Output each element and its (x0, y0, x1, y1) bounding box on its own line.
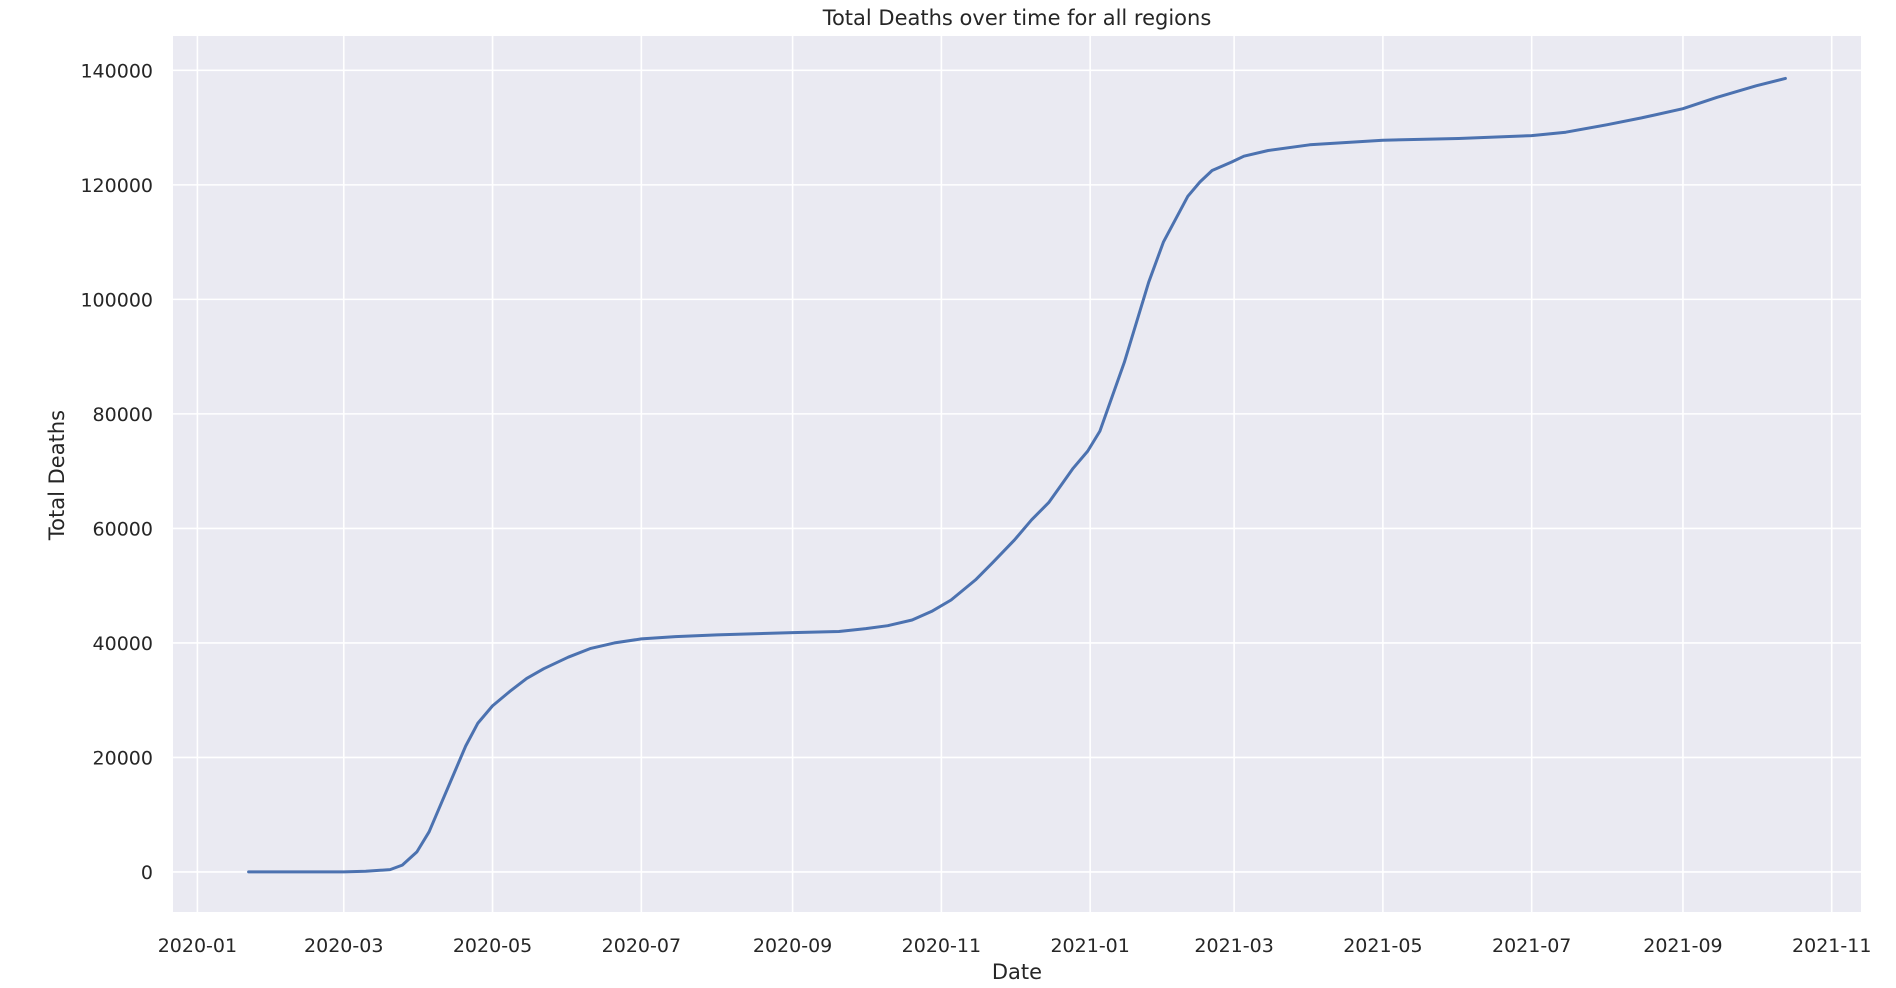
chart-title: Total Deaths over time for all regions (822, 6, 1212, 30)
x-tick-label: 2020-11 (902, 935, 981, 957)
y-tick-label: 20000 (93, 747, 153, 769)
x-tick-label: 2020-01 (158, 935, 237, 957)
x-tick-label: 2020-07 (602, 935, 681, 957)
x-tick-label: 2020-03 (304, 935, 383, 957)
y-axis-label: Total Deaths (45, 410, 69, 541)
x-tick-label: 2020-05 (453, 935, 532, 957)
x-axis-label: Date (992, 960, 1042, 984)
x-tick-label: 2020-09 (753, 935, 832, 957)
y-tick-label: 40000 (93, 633, 153, 655)
y-tick-labels: 0 20000 40000 60000 80000 100000 120000 140000 (80, 60, 153, 884)
y-tick-label: 120000 (80, 175, 153, 197)
y-tick-label: 80000 (93, 404, 153, 426)
y-tick-label: 60000 (93, 518, 153, 540)
grid (173, 36, 1861, 912)
x-tick-label: 2021-03 (1194, 935, 1273, 957)
x-tick-label: 2021-11 (1792, 935, 1871, 957)
series-line (247, 76, 1787, 874)
y-tick-label: 100000 (80, 289, 153, 311)
x-tick-labels: 2020-01 2020-03 2020-05 2020-07 2020-09 2020-… (158, 935, 1872, 957)
x-tick-label: 2021-01 (1050, 935, 1129, 957)
x-tick-label: 2021-05 (1343, 935, 1422, 957)
x-tick-label: 2021-09 (1643, 935, 1722, 957)
y-tick-label: 0 (141, 862, 153, 884)
y-tick-label: 140000 (80, 60, 153, 82)
x-tick-label: 2021-07 (1492, 935, 1571, 957)
plot-background (173, 36, 1861, 912)
